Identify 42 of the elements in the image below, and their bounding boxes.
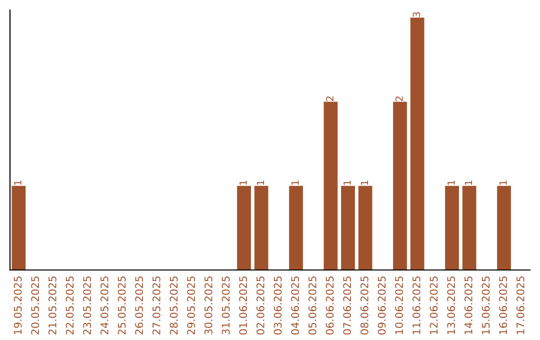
x-tick-label: 27.05.2025 — [152, 276, 160, 334]
data-label: 2 — [326, 96, 334, 102]
x-tick-label: 22.05.2025 — [66, 276, 74, 334]
x-tick-label: 26.05.2025 — [135, 276, 144, 334]
x-tick-label: 05.06.2025 — [308, 276, 316, 335]
x-tick-label: 28.05.2025 — [170, 276, 178, 334]
x-tick-label: 01.06.2025 — [239, 276, 248, 335]
x-tick-label: 25.05.2025 — [118, 276, 126, 334]
data-label: 1 — [448, 180, 455, 185]
x-tick-label: 08.06.2025 — [360, 276, 368, 335]
data-label: 1 — [360, 180, 368, 185]
x-tick-label: 07.06.2025 — [343, 276, 352, 335]
x-tick-label: 17.06.2025 — [516, 276, 524, 334]
x-tick-label: 04.06.2025 — [291, 276, 300, 335]
x-tick-label: 06.06.2025 — [326, 276, 334, 335]
data-label: 2 — [395, 96, 403, 102]
x-tick-label: 20.05.2025 — [31, 276, 40, 334]
x-tick-label: 24.05.2025 — [100, 276, 108, 334]
data-label: 1 — [500, 180, 507, 185]
data-label: 1 — [464, 180, 472, 185]
data-label: 1 — [344, 180, 351, 185]
data-label: 1 — [256, 180, 264, 185]
x-tick-label: 19.05.2025 — [14, 276, 22, 334]
data-label: 1 — [14, 180, 22, 185]
x-tick-label: 23.05.2025 — [83, 276, 92, 334]
x-tick-label: 10.06.2025 — [395, 276, 404, 334]
data-label: 1 — [240, 180, 247, 185]
x-tick-label: 09.06.2025 — [378, 276, 386, 335]
x-tick-label: 15.06.2025 — [482, 276, 490, 334]
x-tick-label: 03.06.2025 — [274, 276, 282, 335]
x-tick-label: 30.05.2025 — [204, 276, 212, 334]
data-label: 3 — [412, 12, 420, 17]
x-tick-label: 21.05.2025 — [48, 276, 56, 334]
x-tick-label: 13.06.2025 — [447, 276, 456, 334]
x-tick-label: 31.05.2025 — [222, 276, 230, 334]
x-tick-label: 16.06.2025 — [499, 276, 508, 334]
x-tick-label: 02.06.2025 — [256, 276, 264, 335]
data-label: 1 — [292, 180, 299, 185]
x-tick-label: 14.06.2025 — [464, 276, 472, 334]
x-tick-label: 12.06.2025 — [430, 276, 438, 334]
x-tick-label: 29.05.2025 — [187, 276, 196, 334]
x-tick-label: 11.06.2025 — [412, 276, 420, 334]
